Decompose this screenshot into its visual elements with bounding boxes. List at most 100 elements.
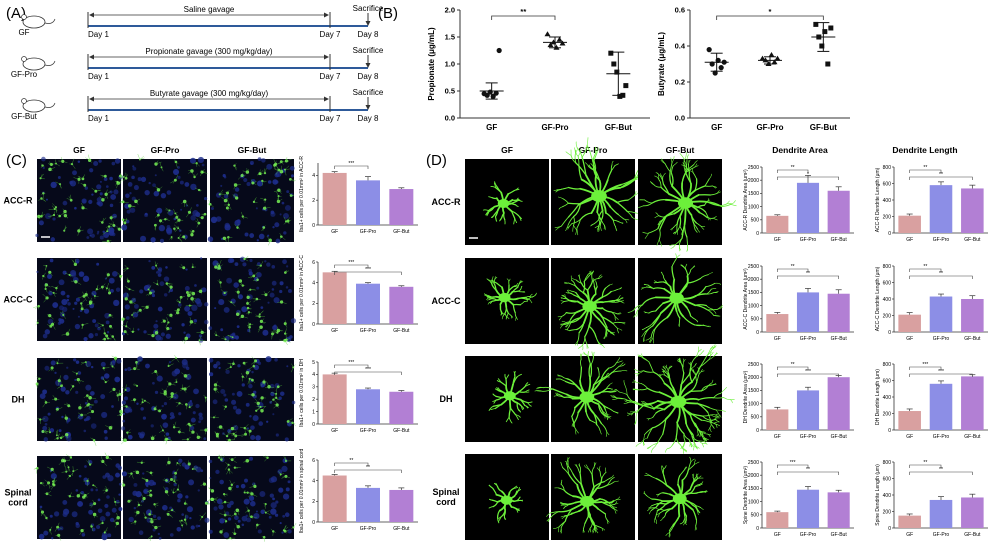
nucleus: [78, 474, 82, 478]
microglia-process: [94, 514, 98, 518]
microglia-process: [273, 397, 276, 400]
significance-bracket: [777, 176, 839, 180]
microglia-process: [178, 234, 182, 239]
microglia-process: [64, 211, 67, 214]
dendrite: [696, 374, 700, 383]
microglia-process: [158, 430, 164, 433]
dendrite: [600, 367, 610, 382]
nucleus: [158, 536, 162, 540]
dendrite: [643, 199, 653, 204]
microglia-process: [259, 397, 263, 400]
cell-soma: [582, 300, 597, 312]
microglia-process: [251, 356, 256, 362]
dendrite: [598, 388, 607, 394]
nucleus: [215, 361, 221, 366]
dendrite: [699, 359, 709, 368]
microglia-process: [219, 192, 223, 195]
microglia-process: [276, 170, 282, 172]
microglia-process: [120, 436, 126, 441]
nucleus: [42, 166, 45, 170]
nucleus: [155, 271, 159, 274]
microglia-process: [40, 508, 43, 513]
microglia-process: [217, 432, 220, 435]
microglia-process: [189, 405, 193, 408]
y-tick-label: 0: [312, 223, 315, 229]
bar-gf: [322, 475, 347, 522]
nucleus: [103, 429, 108, 434]
nucleus: [284, 437, 289, 442]
microglia-process: [86, 460, 91, 465]
nucleus: [74, 301, 78, 305]
microglia-process: [186, 212, 190, 218]
microglia-process: [174, 226, 179, 229]
microglia-process: [233, 433, 236, 437]
nucleus: [110, 289, 114, 293]
microglia-process: [220, 289, 225, 294]
nucleus: [127, 434, 133, 440]
dendrite: [681, 223, 686, 239]
microglia-process: [167, 284, 172, 288]
mouse-ear: [21, 56, 27, 62]
microglia-process: [171, 507, 173, 511]
microglia-process: [61, 383, 63, 386]
dendrite: [593, 375, 600, 386]
dendrite: [670, 157, 673, 164]
microglia-process: [41, 198, 46, 202]
microglia-process: [134, 199, 137, 202]
nucleus: [178, 458, 183, 463]
dendrite: [712, 217, 718, 221]
microglia-process: [65, 454, 72, 458]
microglia-process: [221, 501, 226, 504]
dendrite: [589, 151, 594, 162]
microglia-process: [252, 380, 256, 383]
data-point: [718, 65, 724, 71]
x-tick-label: GF-But: [964, 434, 981, 440]
nucleus: [99, 192, 103, 196]
microglia-process: [135, 512, 139, 517]
microglia-process: [130, 298, 136, 303]
nucleus: [258, 233, 265, 240]
microglia-process: [228, 464, 231, 467]
microglia-process: [243, 363, 246, 366]
nucleus: [220, 184, 223, 187]
microglia-process: [167, 510, 173, 513]
y-tick-label: 0: [888, 428, 891, 434]
microglia-process: [71, 158, 75, 165]
microglia-process: [261, 535, 265, 538]
microglia-process: [150, 436, 153, 439]
dendrite: [713, 352, 718, 357]
bar-gf: [766, 215, 789, 233]
microglia-process: [237, 510, 240, 516]
microglia-process: [157, 284, 159, 287]
dendrite: [514, 371, 516, 378]
microglia-process: [41, 193, 44, 195]
significance-label: ***: [805, 369, 811, 375]
microglia-process: [165, 393, 168, 398]
x-tick-label: GF: [774, 434, 781, 440]
dendrite: [706, 292, 714, 295]
y-tick-label: 500: [751, 218, 760, 224]
x-tick-label: GF-But: [964, 532, 981, 538]
microglia-process: [120, 274, 124, 277]
nucleus: [176, 526, 182, 532]
microglia-process: [198, 437, 202, 439]
micrograph-bg: [210, 258, 294, 341]
nucleus: [165, 333, 171, 339]
dendrite: [700, 369, 703, 373]
y-axis-title: Spine Dendrite Length (μm): [875, 464, 881, 526]
microglia-process: [122, 319, 124, 324]
nucleus: [50, 181, 57, 189]
nucleus: [184, 182, 190, 187]
microglia-process: [59, 375, 61, 381]
dendrite: [583, 351, 589, 357]
nucleus: [287, 529, 292, 534]
dendrite: [643, 311, 650, 314]
dendrite: [554, 225, 562, 229]
microglia-process: [81, 303, 84, 308]
microglia-process: [290, 179, 296, 181]
microglia-process: [150, 472, 153, 476]
microglia-process: [51, 286, 57, 289]
microglia-process: [91, 187, 96, 192]
microglia-process: [149, 536, 152, 542]
group-label: GF-Pro: [11, 70, 38, 79]
